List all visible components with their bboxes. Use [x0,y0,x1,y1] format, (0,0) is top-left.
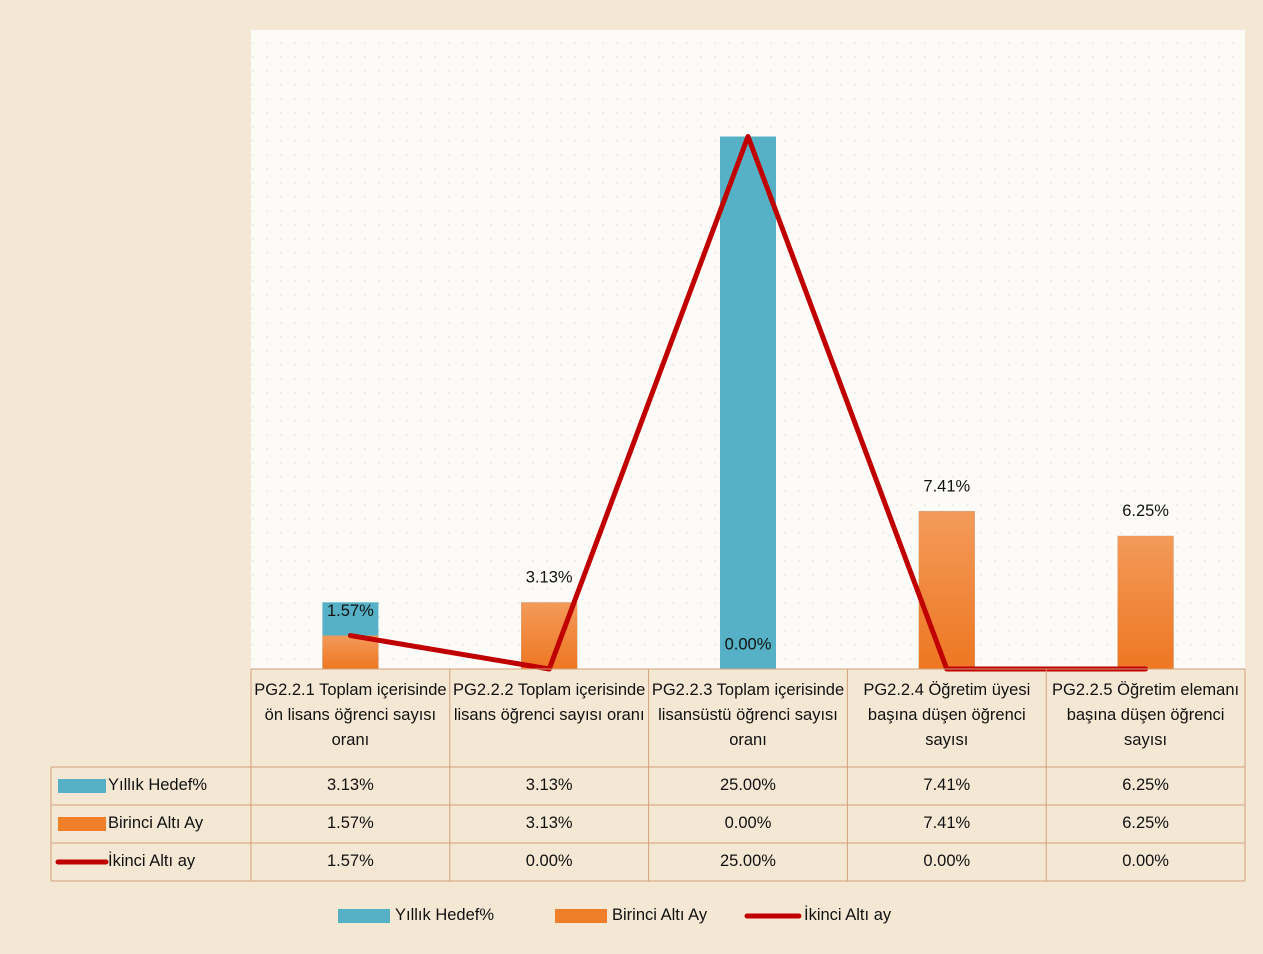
bar [720,136,776,669]
table-value: 7.41% [923,776,971,794]
data-label: 6.25% [1122,502,1169,520]
table-series-name: Birinci Altı Ay [108,814,204,832]
table-series-name: Yıllık Hedef% [108,776,208,794]
table-value: 0.00% [923,852,971,870]
bar [1117,535,1174,669]
data-label: 7.41% [923,478,970,496]
table-value: 0.00% [724,814,772,832]
table-value: 1.57% [327,852,374,870]
category-label: PG2.2.4 Öğretim üyesi başına düşen öğren… [863,681,1031,749]
table-value: 25.00% [720,776,776,794]
legend-label: İkinci Altı ay [804,906,892,924]
legend-label: Yıllık Hedef% [395,906,495,924]
legend-key [555,909,607,923]
table-value: 0.00% [1122,852,1169,870]
table-value: 25.00% [720,852,776,870]
category-label: PG2.2.3 Toplam içerisinde lisansüstü öğr… [651,681,845,749]
table-series-name: İkinci Altı ay [108,852,196,870]
category-label: PG2.2.5 Öğretim elemanı başına düşen öğr… [1052,681,1240,749]
table-value: 0.00% [525,852,573,870]
data-label: 3.13% [526,569,573,587]
category-label: PG2.2.1 Toplam içerisinde ön lisans öğre… [254,681,447,749]
bar [918,511,975,669]
legend-key [58,817,106,831]
table-value: 1.57% [327,814,374,832]
data-label: 1.57% [327,602,374,620]
table-value: 7.41% [923,814,971,832]
category-label: PG2.2.2 Toplam içerisinde lisans öğrenci… [453,681,646,724]
table-value: 6.25% [1122,814,1169,832]
table-value: 3.13% [327,776,374,794]
table-value: 3.13% [525,776,573,794]
legend-key [338,909,390,923]
table-value: 3.13% [525,814,573,832]
legend-key [58,779,106,793]
data-label: 0.00% [725,635,772,653]
legend-label: Birinci Altı Ay [612,906,708,924]
table-value: 6.25% [1122,776,1169,794]
